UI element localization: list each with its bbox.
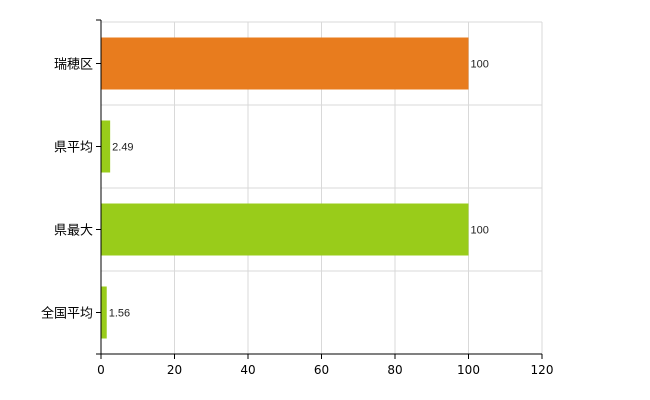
data-label: 1.56 [109, 308, 130, 320]
bar [101, 37, 469, 90]
x-tick-label: 20 [167, 363, 182, 377]
category-label: 県平均 [54, 141, 93, 156]
data-label: 100 [471, 225, 489, 237]
category-label: 瑞穂区 [54, 58, 93, 73]
x-tick-label: 0 [97, 363, 105, 377]
bar [101, 120, 111, 173]
x-tick-label: 80 [387, 363, 402, 377]
data-label: 100 [471, 59, 489, 71]
data-label: 2.49 [112, 142, 133, 154]
x-tick-label: 100 [457, 363, 480, 377]
category-label: 全国平均 [41, 306, 93, 322]
bars [101, 37, 469, 339]
axes [96, 19, 543, 359]
bar [101, 286, 107, 339]
x-tick-label: 60 [314, 363, 329, 377]
x-tick-label: 40 [240, 363, 255, 377]
labels: 100 2.49 100 1.56 0 20 40 60 80 100 120 瑞穂区県平均県最大全国… [41, 58, 553, 378]
x-tick-label: 120 [531, 363, 554, 377]
bar [101, 203, 469, 256]
category-label: 県最大 [54, 224, 93, 239]
